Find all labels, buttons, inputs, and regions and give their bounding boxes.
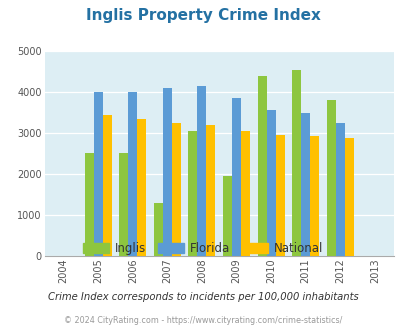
Bar: [222, 176, 232, 256]
Text: Crime Index corresponds to incidents per 100,000 inhabitants: Crime Index corresponds to incidents per…: [47, 292, 358, 302]
Bar: [301, 113, 309, 256]
Legend: Inglis, Florida, National: Inglis, Florida, National: [78, 237, 327, 260]
Bar: [275, 135, 284, 256]
Bar: [309, 136, 318, 256]
Bar: [326, 100, 335, 256]
Bar: [266, 111, 275, 256]
Bar: [128, 92, 137, 256]
Bar: [137, 119, 146, 256]
Bar: [85, 153, 94, 256]
Bar: [344, 138, 353, 256]
Bar: [188, 131, 197, 256]
Text: Inglis Property Crime Index: Inglis Property Crime Index: [85, 8, 320, 23]
Bar: [119, 153, 128, 256]
Bar: [292, 70, 301, 256]
Bar: [197, 86, 206, 256]
Text: © 2024 CityRating.com - https://www.cityrating.com/crime-statistics/: © 2024 CityRating.com - https://www.city…: [64, 316, 341, 325]
Bar: [162, 88, 171, 256]
Bar: [94, 92, 102, 256]
Bar: [232, 98, 241, 256]
Bar: [257, 76, 266, 256]
Bar: [153, 203, 162, 256]
Bar: [171, 123, 180, 256]
Bar: [335, 123, 344, 256]
Bar: [206, 125, 215, 256]
Bar: [241, 131, 249, 256]
Bar: [102, 115, 111, 256]
